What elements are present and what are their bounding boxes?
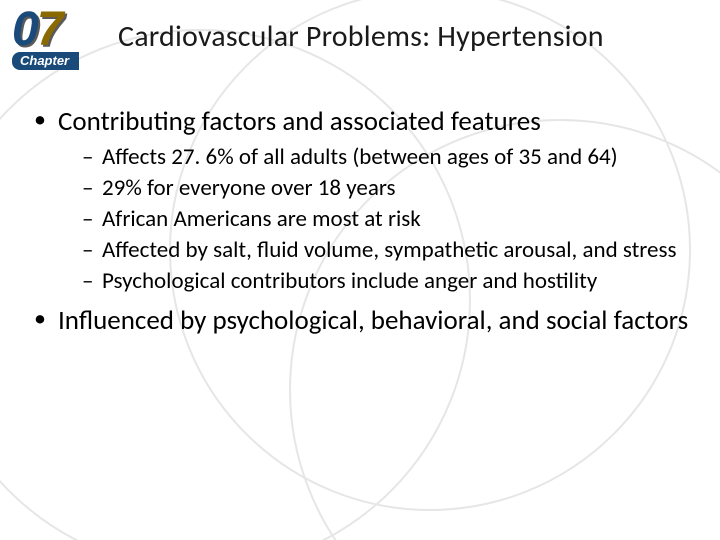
bullet-text: Influenced by psychological, behavioral,…	[58, 304, 688, 337]
bullet-item: Influenced by psychological, behavioral,…	[34, 305, 692, 337]
sub-bullet-item: Affected by salt, fluid volume, sympathe…	[82, 237, 692, 264]
slide-body: Contributing factors and associated feat…	[34, 106, 692, 347]
bullet-item: Contributing factors and associated feat…	[34, 106, 692, 295]
bullet-list: Contributing factors and associated feat…	[34, 106, 692, 337]
sub-bullet-item: 29% for everyone over 18 years	[82, 175, 692, 202]
slide-title: Cardiovascular Problems: Hypertension	[118, 18, 704, 55]
bullet-text: Contributing factors and associated feat…	[58, 105, 541, 138]
sub-bullet-item: Psychological contributors include anger…	[82, 268, 692, 295]
badge-number: 07	[12, 6, 61, 54]
sub-bullet-item: Affects 27. 6% of all adults (between ag…	[82, 144, 692, 171]
sub-bullet-item: African Americans are most at risk	[82, 206, 692, 233]
chapter-badge: 07 07 Chapter	[12, 6, 108, 70]
sub-bullet-list: Affects 27. 6% of all adults (between ag…	[58, 144, 692, 296]
